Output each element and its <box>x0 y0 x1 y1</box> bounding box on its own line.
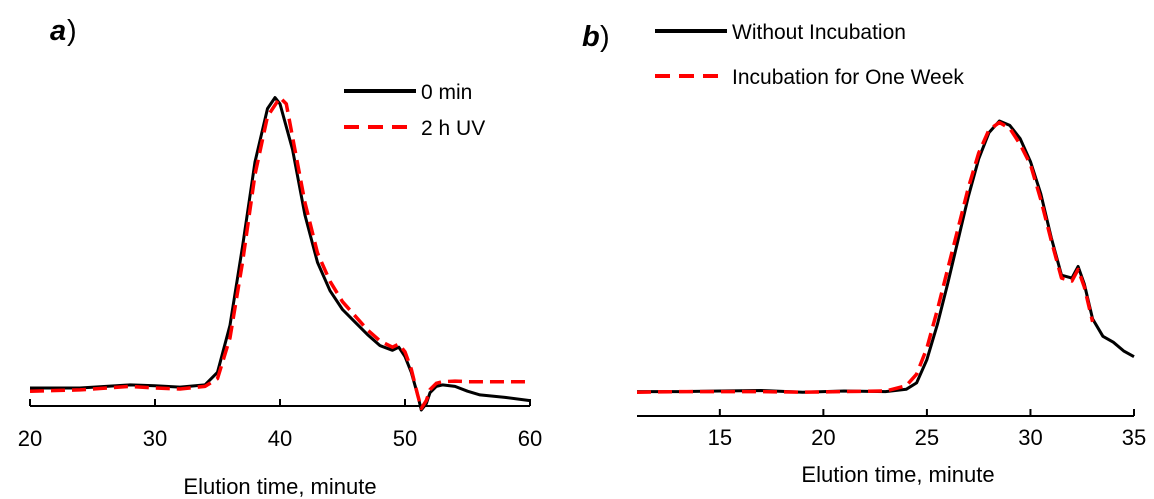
panel-b-letter: b <box>582 21 600 53</box>
x-tick-label: 30 <box>143 426 167 451</box>
panel-a-x-title: Elution time, minute <box>183 474 376 499</box>
panel-b-paren: ) <box>600 21 610 53</box>
panel-a-series <box>29 95 531 412</box>
x-tick-label: 25 <box>915 425 939 450</box>
panel-b-x-title: Elution time, minute <box>801 462 994 487</box>
panel-b-series <box>636 119 1135 394</box>
panel-a-legend: 0 min 2 h UV <box>344 81 485 140</box>
panel-b-ticks: 15 20 25 30 35 <box>708 409 1146 450</box>
x-tick-label: 20 <box>18 426 42 451</box>
x-tick-label: 30 <box>1018 425 1042 450</box>
panel-a-paren: ) <box>67 15 77 47</box>
legend-label-2h-uv: 2 h UV <box>421 117 485 140</box>
x-tick-label: 50 <box>393 426 417 451</box>
panel-a: a ) 20 30 40 50 60 Elution time, minute 0 mi… <box>18 15 542 499</box>
series-line-incubation-for-one-week <box>636 120 1095 394</box>
panel-b-legend: Without Incubation Incubation for One We… <box>655 21 964 89</box>
series-line-0-min <box>30 96 531 412</box>
series-line-without-incubation <box>637 119 1135 394</box>
panel-a-letter: a <box>50 15 66 47</box>
legend-label-0min: 0 min <box>421 81 472 104</box>
legend-label-incubation-one-week: Incubation for One Week <box>732 66 964 89</box>
panel-b: b ) 15 20 25 30 35 Elution time, minute With… <box>582 21 1146 487</box>
x-tick-label: 35 <box>1122 425 1146 450</box>
x-tick-label: 15 <box>708 425 732 450</box>
series-line-2-h-uv <box>29 95 530 411</box>
x-tick-label: 40 <box>268 426 292 451</box>
panel-a-ticks: 20 30 40 50 60 <box>18 399 542 451</box>
x-tick-label: 20 <box>811 425 835 450</box>
x-tick-label: 60 <box>518 426 542 451</box>
legend-label-without-incubation: Without Incubation <box>732 21 906 44</box>
